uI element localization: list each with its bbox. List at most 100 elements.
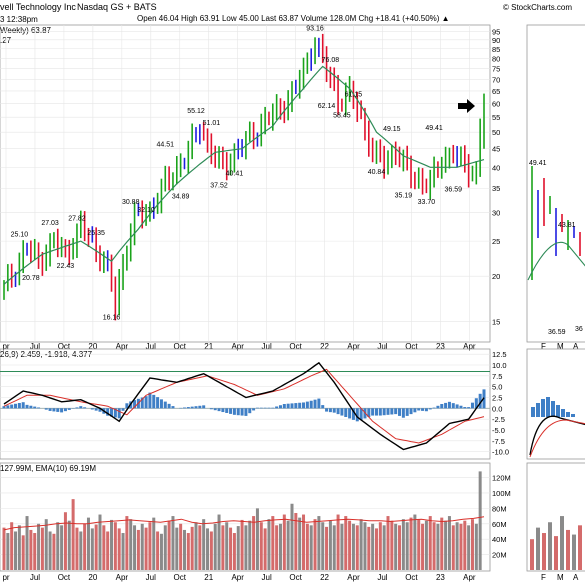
volume-bar bbox=[86, 517, 90, 570]
macd-histogram-bar bbox=[79, 406, 83, 409]
volume-bar bbox=[359, 519, 363, 570]
volume-x-tick: Oct bbox=[289, 573, 302, 582]
price-y-tick: 95 bbox=[492, 27, 500, 36]
volume-bar bbox=[421, 523, 425, 570]
macd-histogram-bar bbox=[56, 408, 60, 412]
price-y-tick: 20 bbox=[492, 272, 500, 281]
macd-histogram-bar bbox=[29, 405, 33, 409]
macd-histogram-bar bbox=[240, 408, 244, 416]
macd-histogram-bar bbox=[436, 405, 440, 409]
macd-histogram-bar bbox=[198, 405, 202, 409]
timestamp: 3 12:38pm bbox=[0, 15, 38, 24]
price-y-tick: 65 bbox=[492, 87, 500, 96]
quote-line: Open 46.04 High 63.91 Low 45.00 Last 63.… bbox=[137, 14, 450, 23]
macd-histogram-bar bbox=[263, 407, 267, 409]
macd-histogram-bar bbox=[302, 402, 306, 409]
right-bottom-tick-a: A bbox=[573, 573, 579, 582]
volume-bar bbox=[232, 533, 236, 570]
volume-x-tick: 23 bbox=[436, 573, 445, 582]
volume-bar bbox=[94, 524, 98, 570]
macd-histogram-bar bbox=[444, 402, 448, 409]
volume-x-tick: Apr bbox=[463, 573, 476, 582]
macd-histogram-bar bbox=[382, 408, 386, 416]
volume-bar bbox=[278, 523, 282, 570]
volume-bar bbox=[240, 519, 244, 570]
volume-bar bbox=[221, 525, 225, 570]
volume-x-tick: 21 bbox=[204, 573, 213, 582]
volume-bar bbox=[25, 516, 29, 570]
macd-histogram-bar bbox=[44, 408, 48, 410]
current-price-arrow-icon bbox=[458, 99, 475, 113]
price-annotation: 37.52 bbox=[210, 182, 228, 189]
chart-title: vell Technology Inc bbox=[0, 2, 76, 12]
macd-histogram-bar bbox=[106, 408, 110, 416]
volume-bar bbox=[48, 531, 52, 570]
price-annotation: 27.82 bbox=[68, 215, 86, 222]
macd-histogram-bar bbox=[159, 399, 163, 409]
price-x-tick: Jul bbox=[30, 342, 40, 351]
price-annotation: 61.15 bbox=[345, 92, 363, 99]
volume-bar bbox=[401, 519, 405, 570]
volume-bar bbox=[378, 522, 382, 570]
volume-bar bbox=[463, 520, 467, 570]
volume-bar bbox=[328, 520, 332, 570]
right-x-tick-m: M bbox=[557, 342, 564, 351]
macd-histogram-bar bbox=[267, 407, 271, 409]
volume-bar bbox=[325, 526, 329, 570]
price-annotation: 25.35 bbox=[87, 230, 105, 237]
macd-histogram-bar bbox=[21, 402, 25, 409]
price-annotation: 44.51 bbox=[157, 141, 175, 148]
macd-histogram-bar bbox=[374, 408, 378, 416]
price-annotation: 16.16 bbox=[103, 315, 121, 322]
volume-bar bbox=[470, 519, 474, 570]
volume-bar bbox=[398, 525, 402, 570]
macd-histogram-bar bbox=[67, 408, 71, 410]
price-y-tick: 70 bbox=[492, 75, 500, 84]
volume-x-tick: Jul bbox=[262, 573, 272, 582]
volume-bar bbox=[56, 522, 60, 570]
macd-histogram-bar bbox=[217, 408, 221, 412]
price-annotation: 62.14 bbox=[318, 103, 336, 110]
volume-bar bbox=[225, 522, 229, 570]
volume-bar bbox=[213, 523, 217, 570]
volume-bar bbox=[340, 523, 344, 570]
right-volume-bar bbox=[578, 525, 582, 570]
price-y-tick: 30 bbox=[492, 208, 500, 217]
volume-bar bbox=[286, 520, 290, 570]
macd-histogram-bar bbox=[421, 408, 425, 411]
volume-bar bbox=[424, 520, 428, 570]
price-x-tick: 23 bbox=[436, 342, 445, 351]
volume-bar bbox=[106, 531, 110, 570]
volume-x-tick: Jul bbox=[377, 573, 387, 582]
right-macd-bar bbox=[546, 397, 550, 417]
volume-bar bbox=[206, 528, 210, 570]
price-y-tick: 60 bbox=[492, 100, 500, 109]
macd-histogram-bar bbox=[367, 408, 371, 417]
volume-bar bbox=[244, 525, 248, 570]
macd-histogram-bar bbox=[455, 404, 459, 409]
volume-bar bbox=[252, 516, 256, 570]
volume-bar bbox=[444, 520, 448, 570]
volume-bar bbox=[79, 531, 83, 570]
volume-x-tick: Oct bbox=[174, 573, 187, 582]
macd-histogram-bar bbox=[409, 408, 413, 415]
volume-bar bbox=[259, 522, 263, 570]
price-annotation: 93.16 bbox=[306, 25, 324, 32]
price-x-tick: Oct bbox=[58, 342, 71, 351]
volume-bar bbox=[248, 520, 252, 570]
macd-histogram-bar bbox=[113, 408, 117, 418]
volume-bar bbox=[313, 519, 317, 570]
price-annotation: 27.03 bbox=[41, 220, 59, 227]
price-y-tick: 85 bbox=[492, 45, 500, 54]
macd-histogram-bar bbox=[478, 393, 482, 409]
volume-bar bbox=[182, 529, 186, 570]
volume-bar bbox=[163, 525, 167, 570]
volume-bar bbox=[321, 522, 325, 570]
macd-histogram-bar bbox=[447, 401, 451, 409]
volume-bar bbox=[117, 528, 121, 570]
macd-histogram-bar bbox=[286, 403, 290, 409]
macd-histogram-bar bbox=[463, 407, 467, 409]
macd-histogram-bar bbox=[186, 407, 190, 409]
volume-bar bbox=[217, 514, 221, 570]
volume-bar bbox=[171, 516, 175, 570]
